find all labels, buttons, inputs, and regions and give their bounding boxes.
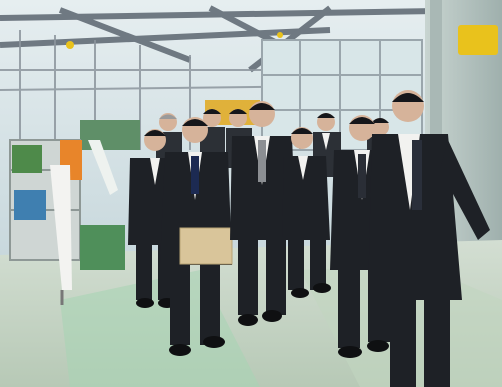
glass-wall bbox=[261, 39, 423, 151]
people-group bbox=[128, 90, 490, 387]
person-center-grey-tie bbox=[230, 101, 296, 326]
envelope bbox=[179, 227, 233, 265]
plant-cart bbox=[9, 139, 125, 305]
person-mid-right bbox=[282, 127, 331, 298]
person-foreground-right bbox=[368, 90, 490, 387]
yellow-sign bbox=[458, 25, 498, 55]
person-with-envelope bbox=[160, 117, 233, 356]
